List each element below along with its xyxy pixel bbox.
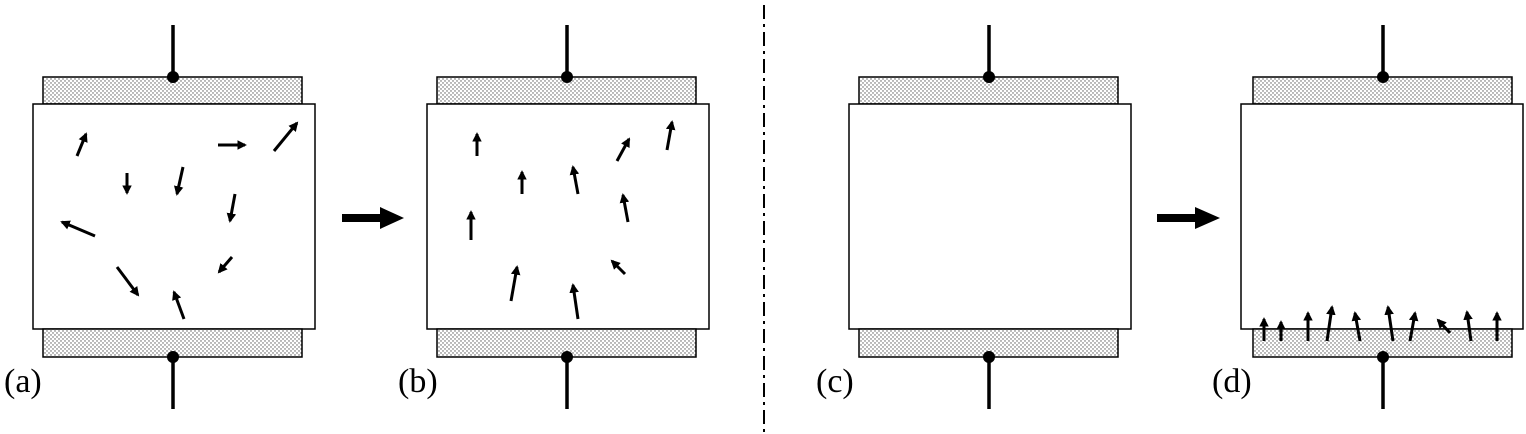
panel-b: (b) [398, 25, 710, 409]
dipole-arrow [1325, 305, 1336, 342]
dipole-arrow [619, 193, 630, 223]
dipole-arrow [1463, 310, 1473, 342]
dipole-arrows [466, 120, 676, 320]
transition-arrow-head [380, 207, 404, 229]
top-contact-dot [1377, 71, 1389, 83]
dipole-arrow [115, 266, 140, 297]
dipole-arrow [615, 137, 631, 162]
panel-label: (a) [4, 363, 42, 400]
transition-arrow-head [1195, 207, 1220, 229]
dipole-arrows [60, 121, 299, 320]
dipole-arrow [272, 121, 299, 152]
dipole-arrow [1351, 311, 1362, 342]
dipole-arrow [226, 193, 237, 223]
dipole-arrow [1436, 318, 1452, 335]
dipole-arrow [172, 290, 186, 320]
top-contact-dot [167, 71, 179, 83]
dipole-arrow [569, 283, 580, 320]
top-contact-dot [561, 71, 573, 83]
dipole-arrow [60, 220, 96, 238]
dielectric-slab [426, 103, 710, 330]
dipole-arrow [665, 120, 676, 151]
dipole-arrow [610, 259, 627, 276]
dipole-arrow [75, 132, 88, 157]
panel-label: (b) [398, 363, 438, 400]
dipole-arrow [173, 166, 185, 196]
dipole-arrow [1408, 311, 1419, 342]
top-contact-dot [983, 71, 995, 83]
panel-c: (c) [816, 25, 1132, 409]
dipole-arrow [509, 265, 521, 302]
panel-label: (d) [1212, 363, 1252, 400]
dipole-arrow [217, 256, 234, 274]
panel-d: (d) [1212, 25, 1524, 409]
dielectric-slab [848, 103, 1132, 330]
interface-dipole-arrows [1259, 305, 1502, 342]
dipole-arrow [1384, 305, 1395, 342]
panel-a: (a) [4, 25, 316, 409]
panel-label: (c) [816, 363, 854, 400]
dielectric-slab [1240, 103, 1524, 330]
dipole-arrow [569, 165, 580, 195]
